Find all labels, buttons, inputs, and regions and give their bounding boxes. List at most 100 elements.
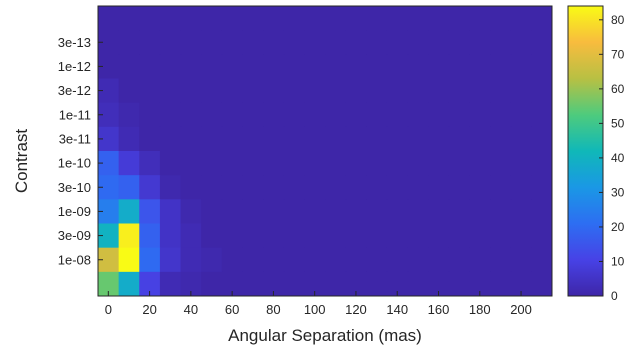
heatmap-cell [283, 126, 305, 152]
heatmap-cell [159, 223, 182, 249]
heatmap-cell [159, 78, 182, 104]
heatmap-cell [407, 175, 429, 200]
heatmap-cell [469, 223, 491, 249]
heatmap-cell [448, 223, 470, 249]
heatmap-cell [386, 199, 409, 224]
heatmap-cell [180, 223, 202, 249]
heatmap-cell [304, 151, 326, 176]
y-tick-label: 3e-12 [58, 83, 91, 98]
heatmap-cell [221, 199, 243, 224]
heatmap-cell [407, 271, 429, 297]
heatmap-cell [139, 126, 161, 152]
heatmap-cell [490, 126, 512, 152]
colorbar-tick-label: 40 [611, 151, 625, 165]
x-tick-label: 160 [428, 302, 450, 317]
heatmap-cell [428, 271, 450, 297]
heatmap-cell [386, 223, 409, 249]
heatmap-cell [510, 175, 532, 200]
heatmap-cell [98, 175, 120, 200]
colorbar [567, 5, 604, 297]
heatmap-cell [242, 6, 264, 31]
heatmap-cell [304, 54, 326, 79]
heatmap-cell [98, 223, 120, 249]
heatmap-cell [263, 126, 285, 152]
x-tick-label: 40 [184, 302, 198, 317]
heatmap-cell [428, 175, 450, 200]
heatmap-cell [448, 151, 470, 176]
heatmap-cell [386, 247, 409, 273]
heatmap-cell [118, 247, 140, 273]
heatmap-cell [180, 199, 202, 224]
heatmap-cell [98, 199, 120, 224]
heatmap-cell [180, 247, 202, 273]
heatmap-cell [428, 247, 450, 273]
heatmap-cell [201, 30, 223, 55]
heatmap-cell [118, 223, 140, 249]
heatmap-cell [159, 30, 182, 55]
heatmap-cell [407, 126, 429, 152]
heatmap-cell [448, 126, 470, 152]
heatmap-cell [325, 6, 347, 31]
heatmap-cell [325, 175, 347, 200]
heatmap-cell [304, 30, 326, 55]
heatmap-cell [242, 175, 264, 200]
heatmap-cell [407, 223, 429, 249]
colorbar-tick-label: 20 [611, 220, 625, 234]
y-axis-ticks: 3e-13 1e-12 3e-12 1e-11 3e-11 1e-10 3e-10 1e-09… [58, 35, 103, 267]
heatmap-cell [407, 151, 429, 176]
x-tick-label: 80 [266, 302, 280, 317]
colorbar-tick-label: 30 [611, 185, 625, 199]
heatmap-cell [242, 199, 264, 224]
heatmap-cell [242, 126, 264, 152]
heatmap-cell [325, 151, 347, 176]
heatmap-cell [201, 6, 223, 31]
heatmap-cell [118, 126, 140, 152]
heatmap-cell [490, 151, 512, 176]
heatmap-cell [428, 223, 450, 249]
heatmap-cell [98, 151, 120, 176]
heatmap-cell [490, 30, 512, 55]
heatmap-cell [201, 126, 223, 152]
heatmap-cell [407, 6, 429, 31]
y-tick-label: 1e-09 [58, 204, 91, 219]
heatmap-cell [510, 223, 532, 249]
heatmap-cell [345, 54, 367, 79]
heatmap-cell [448, 247, 470, 273]
heatmap-cell [469, 6, 491, 31]
heatmap-cell [98, 247, 120, 273]
y-tick-label: 3e-10 [58, 180, 91, 195]
heatmap-cell [469, 247, 491, 273]
heatmap-cell [180, 30, 202, 55]
x-tick-label: 140 [386, 302, 408, 317]
x-tick-label: 60 [225, 302, 239, 317]
heatmap-cell [139, 30, 161, 55]
heatmap-cell [221, 6, 243, 31]
heatmap-cell [366, 54, 388, 79]
heatmap-cell [283, 223, 305, 249]
heatmap-cell [221, 175, 243, 200]
y-axis-title: Contrast [12, 129, 31, 194]
heatmap-cell [180, 175, 202, 200]
heatmap-cell [325, 126, 347, 152]
heatmap-cell [448, 78, 470, 104]
heatmap-cell [325, 30, 347, 55]
heatmap-cell [118, 199, 140, 224]
heatmap-cell [180, 6, 202, 31]
heatmap-cell [510, 6, 532, 31]
heatmap-cell [490, 271, 512, 297]
heatmap-cell [221, 247, 243, 273]
heatmap-cell [428, 6, 450, 31]
x-tick-label: 180 [469, 302, 491, 317]
colorbar-tick-label: 50 [611, 116, 625, 130]
heatmap-cell [448, 102, 470, 128]
heatmap-cell [531, 223, 553, 249]
heatmap-cell [386, 102, 409, 128]
heatmap-cell [407, 247, 429, 273]
heatmap-cell [159, 126, 182, 152]
heatmap-cell [386, 78, 409, 104]
heatmap-cell [325, 199, 347, 224]
heatmap-cell [242, 151, 264, 176]
heatmap-cell [490, 247, 512, 273]
heatmap-cell [304, 126, 326, 152]
heatmap-cell [242, 223, 264, 249]
